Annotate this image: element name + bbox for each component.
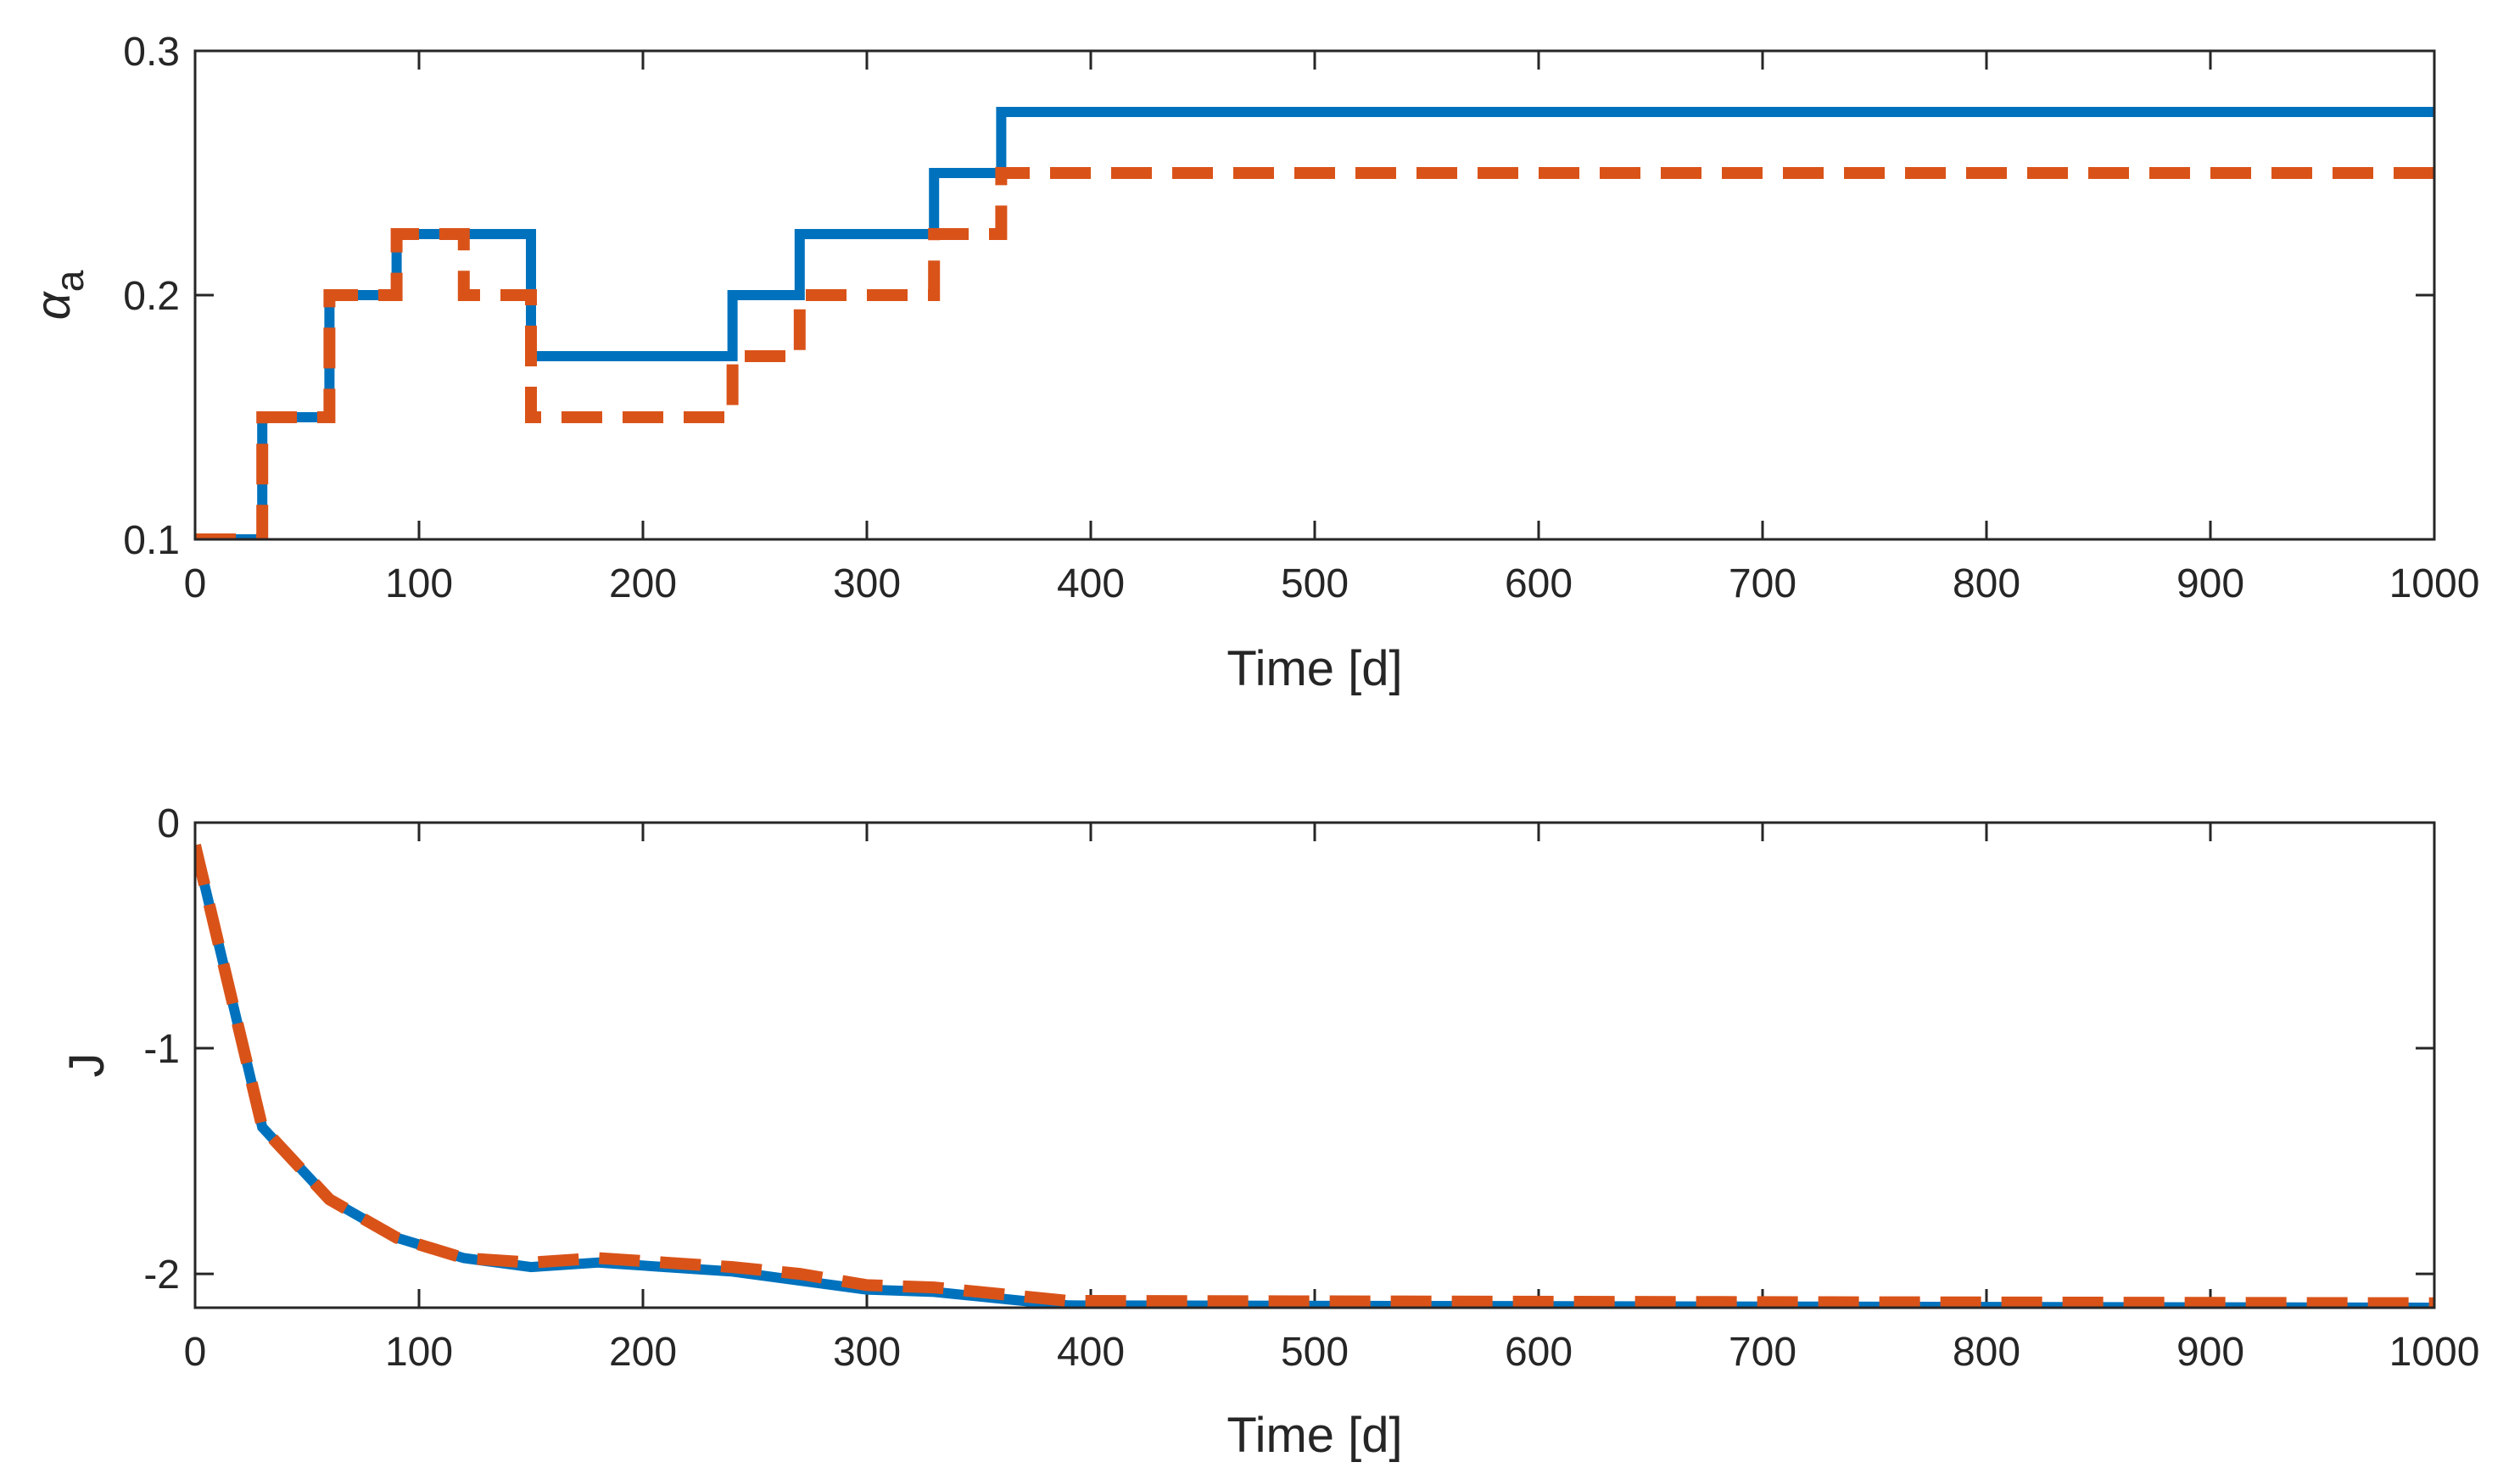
plot-area-bottom <box>193 821 2436 1309</box>
x-tick-label: 1000 <box>2389 561 2480 606</box>
x-tick-label: 100 <box>385 561 453 606</box>
x-tick-label: 900 <box>2176 1330 2244 1375</box>
chart-bottom-j: Time [d] J 0 100 200 300 400 500 600 700 800 900 1… <box>59 801 2479 1463</box>
x-tick-label: 400 <box>1057 1330 1125 1375</box>
y-tick-label: -2 <box>143 1253 180 1298</box>
x-tick-label: 500 <box>1281 561 1349 606</box>
x-tick-label: 100 <box>385 1330 453 1375</box>
chart-top-alpha: Time [d] αa 0 100 200 300 400 500 600 700 800 900… <box>25 30 2479 696</box>
axis-frame <box>193 821 2436 1309</box>
x-tick-label: 300 <box>833 561 901 606</box>
x-tick-label: 800 <box>1953 1330 2020 1375</box>
x-tick-label: 700 <box>1729 561 1796 606</box>
x-tick-label: 300 <box>833 1330 901 1375</box>
x-tick-label: 600 <box>1505 1330 1573 1375</box>
y-tick-label: 0.2 <box>123 274 180 319</box>
plot-area-top <box>193 49 2436 541</box>
x-axis-label-top: Time [d] <box>1226 641 1402 696</box>
x-tick-label: 800 <box>1953 561 2020 606</box>
x-tick-label: 700 <box>1729 1330 1796 1375</box>
x-tick-label: 200 <box>609 1330 677 1375</box>
x-tick-label: 0 <box>184 1330 207 1375</box>
y-axis-label-symbol: α <box>25 290 81 320</box>
series-2-dashed-line <box>195 843 2434 1308</box>
x-tick-label: 1000 <box>2389 1330 2480 1375</box>
series-2-dashed-line <box>195 167 2434 539</box>
x-tick-label: 600 <box>1505 561 1573 606</box>
x-tick-label: 400 <box>1057 561 1125 606</box>
axis-frame <box>193 49 2436 541</box>
y-axis-label-bottom: J <box>59 1053 115 1078</box>
y-tick-label: -1 <box>143 1027 180 1072</box>
y-tick-label: 0 <box>157 801 180 846</box>
y-tick-label: 0.1 <box>123 518 180 563</box>
x-axis-label-bottom: Time [d] <box>1226 1408 1402 1463</box>
x-tick-label: 200 <box>609 561 677 606</box>
y-tick-label: 0.3 <box>123 30 180 75</box>
y-axis-label-subscript: a <box>47 270 92 292</box>
x-tick-label: 0 <box>184 561 207 606</box>
x-tick-label: 500 <box>1281 1330 1349 1375</box>
y-axis-label-top: αa <box>25 270 92 320</box>
x-tick-label: 900 <box>2176 561 2244 606</box>
